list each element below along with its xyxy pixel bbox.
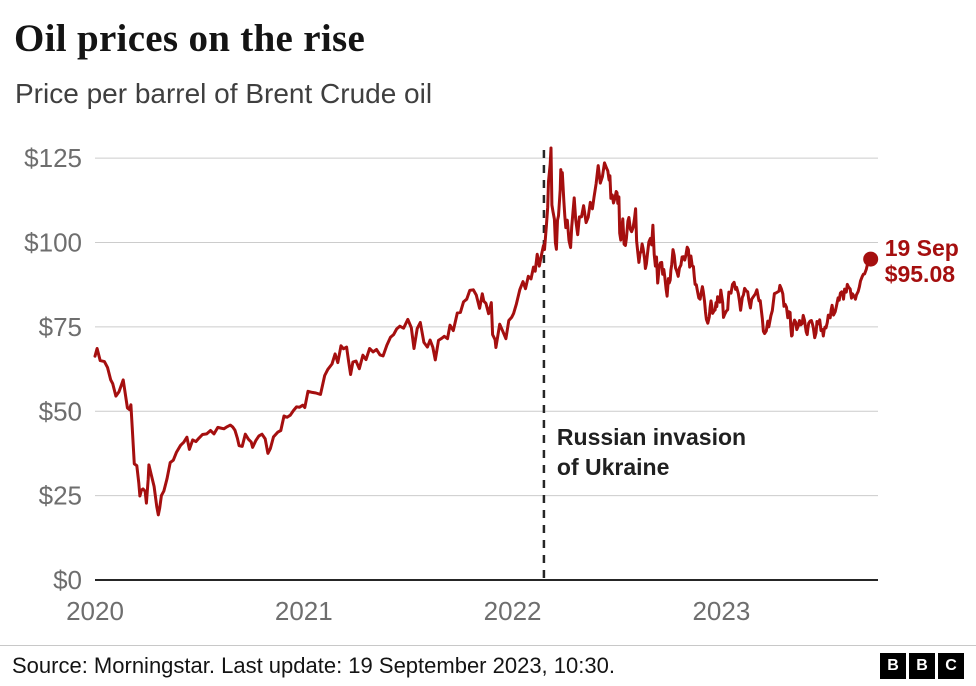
bbc-logo-block-2: B: [909, 653, 935, 679]
y-tick-label: $75: [39, 312, 82, 342]
price-line: [93, 146, 873, 517]
y-tick-label: $25: [39, 481, 82, 511]
page-title: Oil prices on the rise: [14, 17, 366, 60]
chart-subtitle: Price per barrel of Brent Crude oil: [15, 78, 433, 109]
x-tick-label: 2020: [66, 596, 124, 626]
price-line-chart: $0 $25 $50 $75 $100 $125 2020 2021 2022 2023 Russi…: [24, 143, 959, 626]
latest-value-dot: [863, 251, 879, 267]
x-tick-label: 2023: [692, 596, 750, 626]
bbc-logo-block-1: B: [880, 653, 906, 679]
source-note: Source: Morningstar. Last update: 19 Sep…: [12, 653, 615, 678]
y-tick-label: $0: [53, 565, 82, 595]
event-annotation-line: of Ukraine: [557, 454, 669, 480]
event-annotation-line: Russian invasion: [557, 424, 746, 450]
x-tick-label: 2021: [275, 596, 333, 626]
bbc-logo: B B C: [880, 653, 964, 679]
y-tick-label: $100: [24, 228, 82, 258]
x-tick-label: 2022: [484, 596, 542, 626]
bbc-logo-block-3: C: [938, 653, 964, 679]
latest-date-label: 19 Sep: [885, 235, 959, 261]
latest-price-label: $95.08: [885, 261, 956, 287]
footer: Source: Morningstar. Last update: 19 Sep…: [0, 645, 976, 679]
y-tick-label: $50: [39, 396, 82, 426]
y-tick-label: $125: [24, 143, 82, 173]
